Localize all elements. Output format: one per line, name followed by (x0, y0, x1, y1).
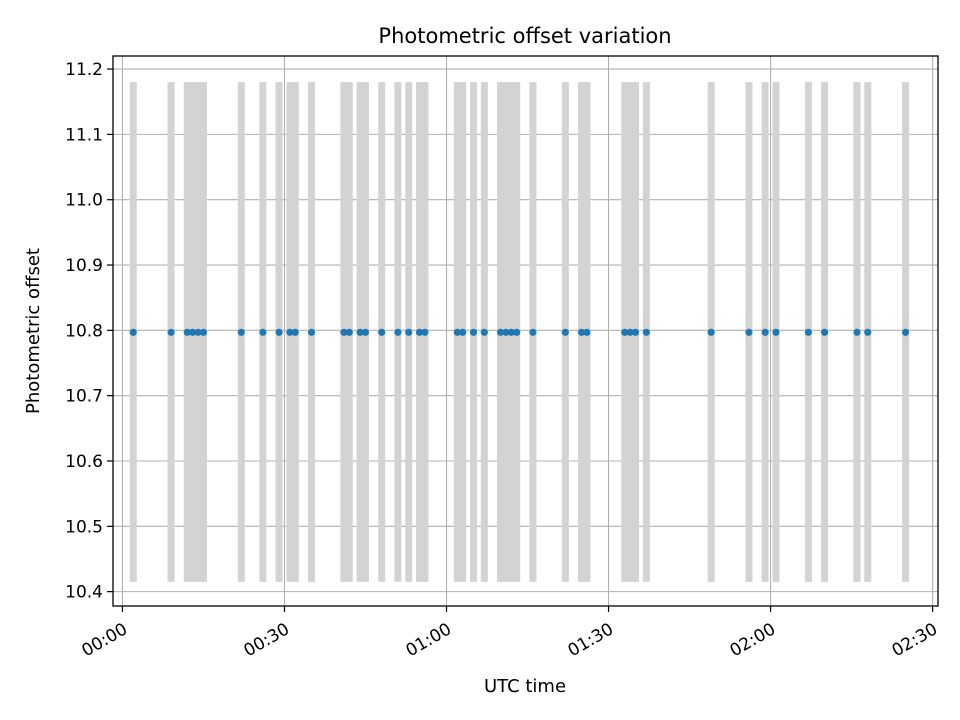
data-point (405, 328, 413, 336)
y-tick-label: 11.2 (65, 60, 103, 80)
data-point (621, 328, 629, 336)
data-point (345, 328, 353, 336)
data-point (421, 328, 429, 336)
data-point (804, 328, 812, 336)
data-point (496, 328, 505, 336)
data-point (853, 328, 861, 336)
chart-title: Photometric offset variation (378, 24, 671, 48)
data-point (561, 328, 569, 336)
data-point (307, 328, 316, 336)
x-axis-title: UTC time (484, 676, 566, 697)
y-tick-label: 11.1 (65, 125, 103, 145)
y-tick-label: 10.7 (65, 387, 103, 407)
data-point (864, 328, 872, 336)
data-point (378, 328, 386, 336)
y-tick-label: 10.5 (65, 517, 103, 537)
data-point (583, 328, 591, 336)
plot-frame (112, 55, 939, 607)
data-point (745, 328, 753, 336)
data-point (901, 328, 910, 336)
data-point (415, 328, 424, 336)
data-point (626, 328, 634, 336)
data-point (340, 328, 348, 336)
data-point (529, 328, 537, 336)
data-point (237, 328, 245, 336)
grid-lines (113, 56, 938, 606)
data-point (394, 328, 402, 336)
data-point (129, 328, 137, 336)
data-point (286, 328, 294, 336)
data-point (275, 328, 283, 336)
data-point (631, 328, 640, 336)
y-axis-title: Photometric offset (23, 248, 44, 414)
data-point (480, 328, 488, 336)
data-point (707, 328, 715, 336)
data-point (820, 328, 829, 336)
data-point (167, 328, 175, 336)
data-point (502, 328, 510, 336)
y-tick-label: 11.0 (65, 191, 103, 211)
data-point (513, 328, 521, 336)
data-point (361, 328, 370, 336)
data-point (642, 328, 650, 336)
y-tick-label: 10.6 (65, 452, 103, 472)
data-point (453, 328, 461, 336)
plot-area (113, 56, 938, 606)
data-point (507, 328, 515, 336)
data-point (291, 328, 299, 336)
data-point (194, 328, 202, 336)
data-point (577, 328, 586, 336)
y-tick-label: 10.8 (65, 321, 103, 341)
data-point (259, 328, 267, 336)
data-point (459, 328, 467, 336)
data-points (129, 328, 910, 336)
data-point (761, 328, 769, 336)
data-point (189, 328, 197, 336)
data-point (772, 328, 780, 336)
data-point (356, 328, 364, 336)
data-point (199, 328, 208, 336)
data-point (183, 328, 191, 336)
y-tick-label: 10.9 (65, 256, 103, 276)
data-point (469, 328, 478, 336)
y-tick-label: 10.4 (65, 583, 103, 603)
